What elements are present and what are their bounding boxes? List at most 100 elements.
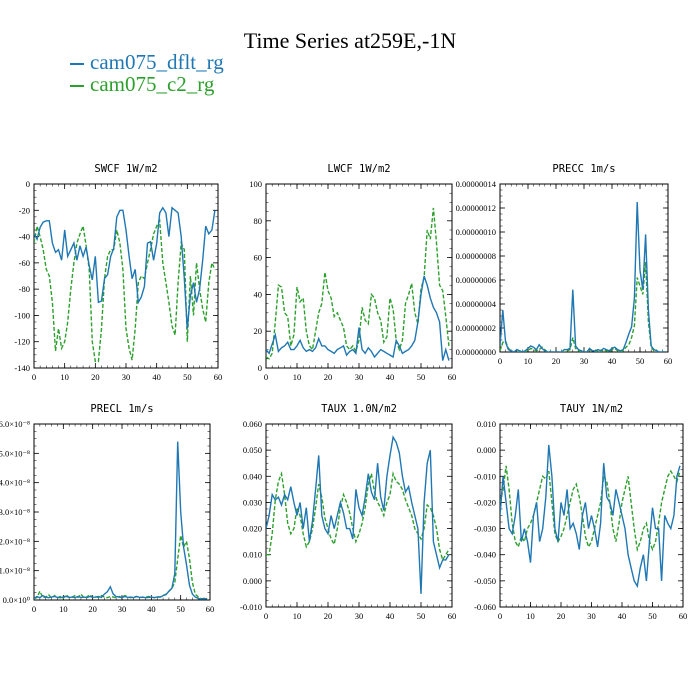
x-tick-label: 60 <box>448 611 457 621</box>
x-tick-label: 10 <box>526 611 535 621</box>
x-tick-label: 20 <box>557 611 566 621</box>
chart-panel-4: TAUX 1.0N/m2 0 10 20 30 40 50 60 -0.010 0.000 0.01… <box>240 403 456 621</box>
x-tick-label: 20 <box>552 356 561 366</box>
y-tick-label: 0.060 <box>243 419 262 429</box>
series-line-dflt <box>500 444 681 589</box>
y-tick-label: 40 <box>254 289 263 299</box>
x-tick-label: 0 <box>498 356 502 366</box>
y-tick-label: 0.000 <box>243 576 262 586</box>
page-title: Time Series at259E,-1N <box>243 28 457 53</box>
legend-item-dflt: cam075_dflt_rg <box>70 50 224 75</box>
series-line-c2 <box>34 535 208 600</box>
x-tick-label: 0 <box>264 611 268 621</box>
plot-frame <box>499 183 669 353</box>
series-line-dflt <box>34 441 208 600</box>
x-tick-label: 60 <box>214 372 223 382</box>
y-tick-label: -0.030 <box>474 524 496 534</box>
y-tick-label: 0 <box>258 363 262 373</box>
plot-frame <box>33 423 211 601</box>
y-tick-label: 0.00000012 <box>456 203 496 213</box>
chart-panel-3: PRECL 1m/s 0 10 20 30 40 50 60 0.0×10⁰ 1.0×10⁻⁸ 2.… <box>0 403 214 614</box>
x-tick-label: 40 <box>386 372 395 382</box>
y-tick-label: 100 <box>249 179 262 189</box>
series-line-c2 <box>34 218 216 363</box>
x-tick-label: 40 <box>618 611 627 621</box>
legend-line-c2 <box>70 85 84 88</box>
x-tick-label: 10 <box>293 611 302 621</box>
x-tick-label: 60 <box>679 611 688 621</box>
series-line-dflt <box>500 201 666 352</box>
y-tick-label: 0.010 <box>477 419 496 429</box>
y-tick-label: 0.00000014 <box>456 179 497 189</box>
x-tick-label: 50 <box>636 356 645 366</box>
series-line-dflt <box>266 275 450 361</box>
x-tick-label: 40 <box>152 372 161 382</box>
y-tick-label: 0.040 <box>243 471 262 481</box>
chart-panel-1: LWCF 1W/m2 0 10 20 30 40 50 60 0 20 40 60 80 100 <box>249 163 456 382</box>
chart-panel-0: SWCF 1W/m2 0 10 20 30 40 50 60 -140 -120 -100 -80 -6… <box>14 163 222 382</box>
y-tick-label: 5.0×10⁻⁸ <box>0 448 30 458</box>
chart-title: SWCF 1W/m2 <box>94 163 157 175</box>
y-tick-label: -140 <box>14 363 30 373</box>
x-tick-label: 30 <box>122 372 131 382</box>
x-tick-label: 20 <box>88 604 97 614</box>
legend-line-dflt <box>70 63 84 66</box>
x-tick-label: 10 <box>60 372 69 382</box>
chart-title: TAUX 1.0N/m2 <box>321 403 397 415</box>
chart-title: PRECC 1m/s <box>552 163 615 175</box>
y-tick-label: -20 <box>19 205 30 215</box>
y-tick-label: 0.030 <box>243 497 262 507</box>
y-tick-label: 0.00000010 <box>456 227 496 237</box>
x-tick-label: 20 <box>324 372 333 382</box>
x-tick-label: 50 <box>183 372 192 382</box>
y-tick-label: -0.010 <box>240 602 262 612</box>
legend-label-dflt: cam075_dflt_rg <box>90 50 224 74</box>
x-tick-label: 50 <box>648 611 657 621</box>
chart-title: PRECL 1m/s <box>90 403 153 415</box>
x-tick-label: 60 <box>206 604 215 614</box>
y-tick-label: 0.0×10⁰ <box>3 595 31 605</box>
y-tick-label: 4.0×10⁻⁸ <box>0 478 30 488</box>
chart-title: LWCF 1W/m2 <box>327 163 390 175</box>
x-tick-label: 40 <box>147 604 156 614</box>
x-tick-label: 50 <box>176 604 185 614</box>
x-tick-label: 0 <box>264 372 268 382</box>
y-tick-label: 80 <box>254 216 263 226</box>
y-tick-label: 1.0×10⁻⁸ <box>0 566 30 576</box>
y-tick-label: 3.0×10⁻⁸ <box>0 507 30 517</box>
y-tick-label: 0.020 <box>243 524 262 534</box>
y-tick-label: 60 <box>254 253 263 263</box>
y-tick-label: -0.010 <box>474 471 496 481</box>
x-tick-label: 30 <box>355 611 364 621</box>
legend-label-c2: cam075_c2_rg <box>90 72 215 96</box>
x-tick-label: 60 <box>448 372 457 382</box>
series-line-c2 <box>500 261 666 352</box>
x-tick-label: 30 <box>355 372 364 382</box>
y-tick-label: 0 <box>26 179 30 189</box>
x-tick-label: 30 <box>587 611 596 621</box>
series-line-c2 <box>266 471 450 562</box>
x-tick-label: 60 <box>664 356 673 366</box>
x-tick-label: 20 <box>91 372 100 382</box>
y-tick-label: -0.040 <box>474 550 496 560</box>
y-tick-label: 0.00000008 <box>456 251 496 261</box>
y-tick-label: 2.0×10⁻⁸ <box>0 536 30 546</box>
y-tick-label: -120 <box>14 337 30 347</box>
x-tick-label: 40 <box>386 611 395 621</box>
y-tick-label: -40 <box>19 232 30 242</box>
y-tick-label: -0.060 <box>474 602 496 612</box>
y-tick-label: 0.00000000 <box>456 347 496 357</box>
x-tick-label: 10 <box>293 372 302 382</box>
y-tick-label: -60 <box>19 258 30 268</box>
x-tick-label: 20 <box>324 611 333 621</box>
x-tick-label: 0 <box>32 372 36 382</box>
chart-title: TAUY 1N/m2 <box>560 403 623 415</box>
x-tick-label: 50 <box>417 611 426 621</box>
y-tick-label: 0.00000002 <box>456 323 496 333</box>
y-tick-label: 0.010 <box>243 550 262 560</box>
y-tick-label: 0.000 <box>477 445 496 455</box>
y-tick-label: 0.050 <box>243 445 262 455</box>
y-tick-label: -0.050 <box>474 576 496 586</box>
y-tick-label: -80 <box>19 284 30 294</box>
